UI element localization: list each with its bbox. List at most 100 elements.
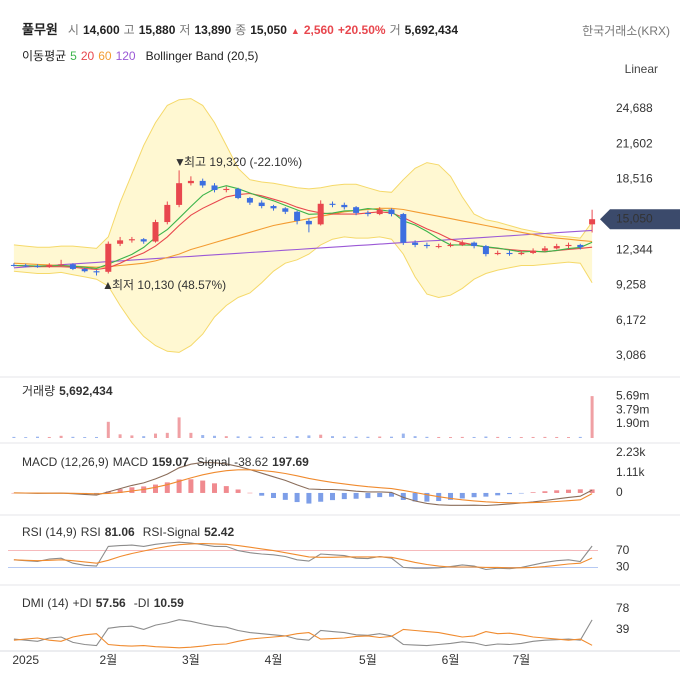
volume-bar xyxy=(59,435,63,438)
candle-body xyxy=(140,239,147,242)
label: 저 xyxy=(179,23,191,37)
candle-body xyxy=(58,264,65,266)
y-tick-label: 1.90m xyxy=(616,416,649,430)
volume-bar xyxy=(36,436,39,438)
candle-body xyxy=(199,180,206,186)
volume-bar xyxy=(236,436,240,438)
indicator-line xyxy=(13,469,593,504)
volume-bar xyxy=(366,436,370,438)
volume-bar xyxy=(413,436,417,438)
legend-text: DMI (14) xyxy=(22,596,69,610)
histogram-bar xyxy=(294,492,300,503)
candle-body xyxy=(494,252,501,255)
volume-bar xyxy=(224,436,228,438)
candle-body xyxy=(105,243,112,272)
volume-bar xyxy=(401,433,405,438)
candle-body xyxy=(69,264,76,269)
scale-label[interactable]: Linear xyxy=(624,62,658,76)
volume-bar xyxy=(95,436,98,438)
volume-bar xyxy=(484,436,488,438)
candle-body xyxy=(93,271,100,273)
y-tick-label: 78 xyxy=(616,601,630,615)
label: 시 xyxy=(67,23,79,37)
exchange: 한국거래소(KRX) xyxy=(582,24,670,38)
annotation-arrow: ▼ xyxy=(174,155,186,169)
histogram-bar xyxy=(129,487,135,493)
legend-text: RSI (14,9) xyxy=(22,525,77,539)
volume-bar xyxy=(142,436,146,438)
y-tick-label: 6,172 xyxy=(616,313,646,327)
ma-legend: 60 xyxy=(98,49,112,63)
volume-bar xyxy=(106,421,110,438)
volume-bar xyxy=(496,436,500,438)
candle-body xyxy=(589,219,596,225)
candle-body xyxy=(376,209,383,215)
legend-text: -38.62 xyxy=(234,455,268,469)
histogram-bar xyxy=(176,479,182,493)
volume-bar xyxy=(83,437,87,438)
x-tick-label: 3월 xyxy=(182,653,200,667)
histogram-bar xyxy=(495,492,501,496)
indicator-line xyxy=(13,541,593,571)
candle-body xyxy=(117,240,124,244)
legend-text: RSI-Signal xyxy=(143,525,200,539)
candle-body xyxy=(223,188,230,191)
candle-body xyxy=(388,209,395,215)
x-tick-label: 4월 xyxy=(265,653,283,667)
histogram-bar xyxy=(259,492,265,496)
candle-body xyxy=(506,252,513,255)
legend-text: -DI xyxy=(134,596,150,610)
candle-body xyxy=(176,183,183,205)
volume-bar xyxy=(248,436,252,438)
volume-bar xyxy=(319,434,323,438)
legend-text: 5,692,434 xyxy=(59,384,113,398)
y-tick-label: 21,602 xyxy=(616,136,653,150)
candle-body xyxy=(246,198,253,203)
stock-name: 풀무원 xyxy=(22,22,58,37)
volume-bar xyxy=(543,436,547,438)
histogram-bar xyxy=(318,492,324,502)
x-tick-label: 6월 xyxy=(442,653,460,667)
histogram-bar xyxy=(353,492,359,499)
candle-body xyxy=(518,252,525,255)
histogram-bar xyxy=(542,491,548,493)
volume-bar xyxy=(519,437,523,438)
band-legend: Bollinger Band (20,5) xyxy=(145,49,259,63)
histogram-bar xyxy=(117,489,123,493)
volume-bar xyxy=(578,436,582,438)
volume-bar xyxy=(295,436,299,438)
candle-body xyxy=(530,250,537,253)
histogram-bar xyxy=(412,492,418,502)
label: 종 xyxy=(235,23,247,37)
candle-body xyxy=(412,242,419,245)
x-tick-label: 7월 xyxy=(512,653,530,667)
histogram-bar xyxy=(577,489,583,493)
histogram-bar xyxy=(306,492,312,504)
histogram-bar xyxy=(188,479,194,493)
volume-bar xyxy=(354,436,358,438)
candle-body xyxy=(152,222,159,242)
price-tag-label: 15,050 xyxy=(616,211,653,225)
label: 거 xyxy=(389,23,401,37)
price-tag xyxy=(600,209,680,230)
candle-body xyxy=(400,214,407,243)
volume-bar xyxy=(307,435,311,438)
label: 고 xyxy=(123,23,135,37)
legend-text: 197.69 xyxy=(272,455,309,469)
scale-dropdown[interactable]: Linear xyxy=(625,62,658,76)
y-tick-label: 39 xyxy=(616,622,630,636)
volume-bar xyxy=(272,436,275,438)
volume-bar xyxy=(437,436,441,438)
volume-bar xyxy=(213,435,216,438)
histogram-bar xyxy=(518,492,524,494)
candle-body xyxy=(565,244,572,247)
legend-text: MACD xyxy=(113,455,149,469)
volume-bar xyxy=(390,436,393,438)
candle-body xyxy=(353,207,360,213)
volume-bar xyxy=(71,436,75,438)
candle-body xyxy=(471,242,478,247)
x-tick-label: 2025 xyxy=(12,653,39,667)
volume-bar xyxy=(531,436,535,438)
legend-text: 52.42 xyxy=(204,525,234,539)
volume-bar xyxy=(154,433,157,438)
